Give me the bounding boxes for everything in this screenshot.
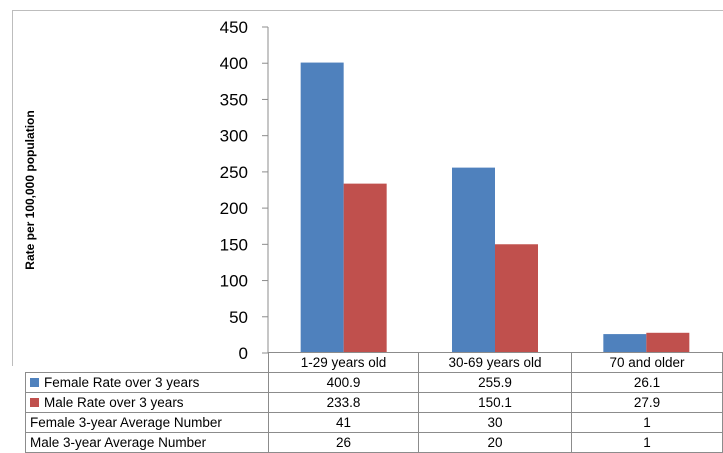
chart-frame-top bbox=[12, 10, 723, 11]
row-label-text: Male Rate over 3 years bbox=[44, 395, 184, 410]
table-cell: 255.9 bbox=[418, 372, 572, 393]
y-tick-label: 250 bbox=[220, 163, 248, 182]
table-cell: 30 bbox=[418, 412, 572, 433]
y-tick-label: 350 bbox=[220, 90, 248, 109]
row-label-text: Female Rate over 3 years bbox=[44, 375, 200, 390]
chart-frame-left bbox=[12, 10, 13, 366]
bar-male bbox=[646, 332, 690, 353]
y-tick-label: 450 bbox=[220, 18, 248, 37]
data-table-corner bbox=[25, 352, 269, 373]
row-label: Female Rate over 3 years bbox=[25, 372, 269, 393]
category-label: 1-29 years old bbox=[268, 352, 419, 373]
bar-male bbox=[495, 244, 538, 353]
y-tick-label: 50 bbox=[229, 308, 248, 327]
y-axis-title-text: Rate per 100,000 population bbox=[23, 110, 37, 270]
bar-female bbox=[603, 334, 647, 353]
legend-key-female bbox=[30, 378, 39, 387]
table-cell: 41 bbox=[268, 412, 419, 433]
table-cell: 233.8 bbox=[268, 392, 419, 413]
y-tick-label: 300 bbox=[220, 127, 248, 146]
legend-key-male bbox=[30, 398, 39, 407]
y-tick-label: 400 bbox=[220, 54, 248, 73]
table-cell: 1 bbox=[571, 432, 723, 453]
table-cell: 26 bbox=[268, 432, 419, 453]
y-tick-label: 100 bbox=[220, 272, 248, 291]
table-cell: 1 bbox=[571, 412, 723, 433]
table-cell: 20 bbox=[418, 432, 572, 453]
table-cell: 26.1 bbox=[571, 372, 723, 393]
table-row-male-rate: Male Rate over 3 years 233.8 150.1 27.9 bbox=[25, 392, 723, 413]
category-label: 30-69 years old bbox=[418, 352, 572, 373]
bar-female bbox=[452, 167, 495, 353]
table-row-male-number: Male 3-year Average Number 26 20 1 bbox=[25, 432, 723, 453]
table-cell: 27.9 bbox=[571, 392, 723, 413]
y-tick-label: 150 bbox=[220, 235, 248, 254]
row-label: Male Rate over 3 years bbox=[25, 392, 269, 413]
table-cell: 400.9 bbox=[268, 372, 419, 393]
table-cell: 150.1 bbox=[418, 392, 572, 413]
category-label: 70 and older bbox=[571, 352, 723, 373]
table-row-female-rate: Female Rate over 3 years 400.9 255.9 26.… bbox=[25, 372, 723, 393]
bar-male bbox=[343, 183, 387, 353]
y-tick-label: 200 bbox=[220, 199, 248, 218]
row-label: Female 3-year Average Number bbox=[25, 412, 269, 433]
table-row-female-number: Female 3-year Average Number 41 30 1 bbox=[25, 412, 723, 433]
bar-female bbox=[300, 62, 344, 353]
data-table-header-row: 1-29 years old 30-69 years old 70 and ol… bbox=[25, 352, 723, 373]
data-table: 1-29 years old 30-69 years old 70 and ol… bbox=[25, 352, 723, 453]
row-label: Male 3-year Average Number bbox=[25, 432, 269, 453]
